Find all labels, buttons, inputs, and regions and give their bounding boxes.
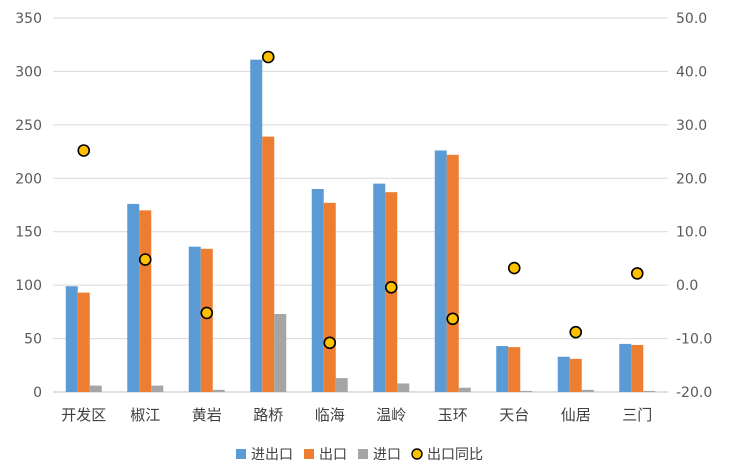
category-label: 玉环 — [438, 406, 468, 424]
point-出口同比-温岭 — [384, 280, 398, 294]
bar-出口-黄岩 — [200, 248, 213, 392]
point-出口同比-玉环 — [446, 312, 460, 326]
point-出口同比-开发区 — [77, 144, 91, 157]
legend-label-进口: 进口 — [373, 447, 401, 463]
bar-进口-开发区 — [89, 385, 102, 392]
bar-进出口-玉环 — [434, 150, 447, 392]
bar-出口-天台 — [508, 347, 521, 392]
left-axis-tick-label: 100 — [15, 278, 42, 294]
bar-出口-三门 — [631, 344, 644, 392]
legend-label-出口: 出口 — [319, 447, 347, 463]
bar-出口-临海 — [323, 202, 336, 392]
category-label: 温岭 — [376, 406, 406, 424]
legend-swatch-进出口 — [236, 449, 246, 459]
category-label: 临海 — [315, 406, 345, 424]
left-axis-tick-label: 300 — [15, 64, 42, 80]
bar-出口-椒江 — [139, 210, 152, 392]
point-出口同比-临海 — [323, 336, 337, 350]
bar-出口-开发区 — [77, 292, 90, 392]
bar-进出口-三门 — [619, 343, 632, 392]
point-出口同比-三门 — [630, 267, 644, 280]
bars — [65, 59, 656, 392]
left-axis-ticks: 0 50 100 150 200 250 300 350 — [15, 11, 42, 401]
legend: 进出口 出口 进口 出口同比 — [236, 447, 483, 463]
category-label: 仙居 — [561, 406, 591, 424]
right-axis-tick-label: 50.0 — [676, 11, 707, 27]
bar-进口-黄岩 — [212, 389, 225, 392]
bar-进口-临海 — [335, 378, 348, 392]
bar-进口-仙居 — [581, 389, 594, 392]
right-axis-tick-label: 30.0 — [676, 118, 707, 134]
bar-进出口-天台 — [496, 346, 509, 392]
bar-进口-路桥 — [274, 313, 287, 392]
bar-进出口-仙居 — [557, 356, 570, 392]
left-axis-tick-label: 0 — [33, 385, 42, 401]
gridlines — [53, 17, 668, 393]
bar-进口-温岭 — [397, 383, 410, 392]
category-label: 椒江 — [130, 406, 160, 424]
right-axis-ticks: -20.0 -10.0 0.0 10.0 20.0 30.0 40.0 50.0 — [676, 11, 712, 401]
bar-出口-路桥 — [262, 136, 275, 392]
point-出口同比-椒江 — [138, 253, 152, 266]
bar-进口-椒江 — [151, 385, 164, 392]
bar-进口-三门 — [643, 390, 656, 392]
bar-出口-玉环 — [446, 154, 459, 392]
left-axis-tick-label: 200 — [15, 171, 42, 187]
bar-进出口-开发区 — [65, 286, 78, 392]
bar-进出口-临海 — [311, 188, 324, 392]
left-axis-tick-label: 350 — [15, 11, 42, 27]
bar-出口-仙居 — [569, 358, 582, 392]
right-axis-tick-label: 20.0 — [676, 171, 707, 187]
point-出口同比-天台 — [507, 261, 521, 275]
category-label: 天台 — [499, 406, 529, 424]
bar-进出口-椒江 — [127, 203, 140, 392]
category-label: 路桥 — [253, 406, 283, 424]
yoy-points — [77, 50, 644, 350]
legend-swatch-出口 — [304, 449, 314, 459]
category-label: 三门 — [622, 406, 652, 424]
legend-label-出口同比: 出口同比 — [427, 447, 483, 463]
left-axis-tick-label: 150 — [15, 225, 42, 241]
bar-进口-天台 — [520, 390, 533, 392]
category-label: 黄岩 — [192, 406, 222, 424]
bar-进出口-路桥 — [250, 59, 263, 392]
legend-label-进出口: 进出口 — [251, 447, 293, 463]
point-出口同比-黄岩 — [200, 306, 214, 320]
right-axis-tick-label: -20.0 — [676, 385, 712, 401]
right-axis-tick-label: 40.0 — [676, 64, 707, 80]
right-axis-tick-label: -10.0 — [676, 332, 712, 348]
left-axis-tick-label: 250 — [15, 118, 42, 134]
bar-进出口-温岭 — [373, 183, 386, 392]
category-axis-labels: 开发区 椒江 黄岩 路桥 临海 温岭 玉环 天台 仙居 三门 — [61, 406, 652, 424]
right-axis-tick-label: 0.0 — [676, 278, 698, 294]
right-axis-tick-label: 10.0 — [676, 225, 707, 241]
bar-进出口-黄岩 — [188, 246, 201, 392]
point-出口同比-仙居 — [569, 325, 583, 339]
bar-进口-玉环 — [458, 387, 471, 392]
legend-swatch-出口同比 — [411, 448, 423, 460]
point-出口同比-路桥 — [261, 50, 275, 64]
left-axis-tick-label: 50 — [24, 332, 42, 348]
category-label: 开发区 — [61, 406, 106, 424]
legend-swatch-进口 — [358, 449, 368, 459]
